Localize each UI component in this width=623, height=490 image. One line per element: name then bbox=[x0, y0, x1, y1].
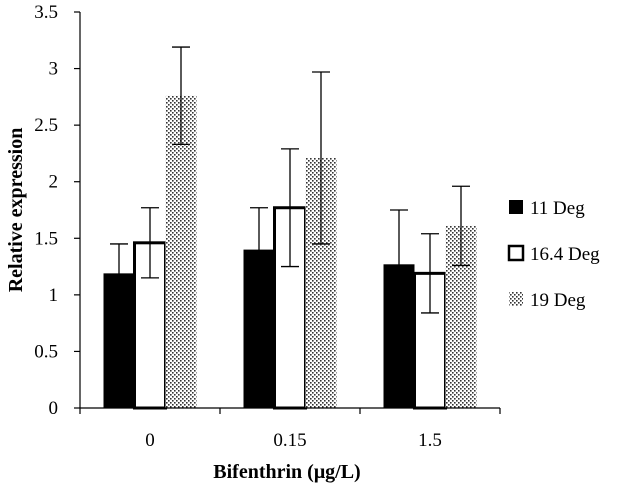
legend-label: 16.4 Deg bbox=[530, 244, 600, 265]
y-tick-label: 2.5 bbox=[34, 115, 58, 136]
error-bar bbox=[250, 207, 268, 293]
legend: 11 Deg 16.4 Deg 19 Deg bbox=[507, 198, 600, 311]
error-bar bbox=[281, 148, 299, 268]
legend-swatch bbox=[509, 200, 523, 214]
y-tick-label: 0 bbox=[49, 398, 59, 419]
legend-label: 19 Deg bbox=[530, 290, 586, 311]
error-bar bbox=[421, 233, 439, 314]
x-tick-label: 1.5 bbox=[418, 430, 442, 451]
bar-19-deg bbox=[165, 95, 197, 409]
error-bar bbox=[390, 209, 408, 320]
y-tick-label: 1 bbox=[49, 285, 59, 306]
y-tick-label: 3 bbox=[49, 59, 59, 80]
x-axis-title: Bifenthrin (μg/L) bbox=[213, 461, 360, 483]
error-bar bbox=[312, 71, 330, 245]
error-bar bbox=[141, 207, 159, 279]
x-axis-ticks: 0 0.15 1.5 bbox=[79, 408, 501, 451]
error-bar bbox=[110, 243, 128, 304]
x-tick-label: 0.15 bbox=[273, 430, 306, 451]
y-tick-label: 1.5 bbox=[34, 228, 58, 249]
error-bar bbox=[452, 185, 470, 267]
y-axis-title: Relative expression bbox=[5, 128, 27, 293]
bars bbox=[103, 95, 477, 410]
error-bars bbox=[110, 46, 470, 320]
y-tick-label: 2 bbox=[49, 172, 59, 193]
error-bar bbox=[172, 46, 190, 146]
legend-swatch bbox=[507, 244, 525, 262]
legend-label: 11 Deg bbox=[530, 198, 585, 219]
legend-swatch bbox=[509, 292, 523, 306]
x-tick-label: 0 bbox=[145, 430, 155, 451]
y-tick-label: 3.5 bbox=[34, 2, 58, 23]
y-axis-ticks: 0 0.5 1 1.5 2 2.5 3 3.5 bbox=[34, 2, 80, 419]
y-tick-label: 0.5 bbox=[34, 341, 58, 362]
